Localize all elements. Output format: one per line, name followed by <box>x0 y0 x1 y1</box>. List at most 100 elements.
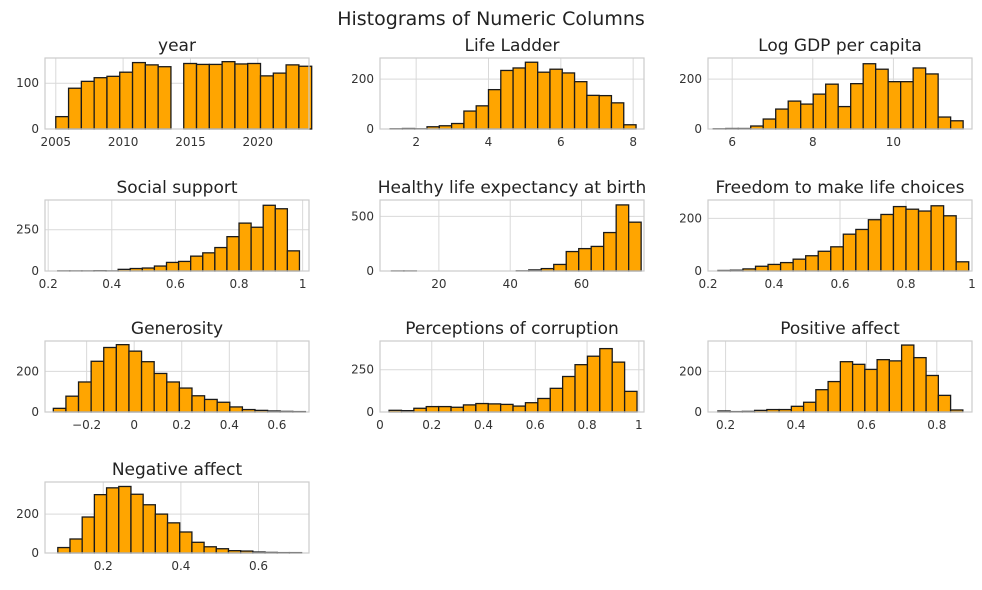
histogram-bar <box>450 406 465 413</box>
x-tick-label: 0.8 <box>896 277 915 291</box>
histogram-bar <box>128 350 143 413</box>
histogram-panel: Negative affect 0.2 0.4 0.6 0 200 <box>16 460 310 573</box>
y-tick-label: 0 <box>694 122 702 136</box>
y-tick-label: 0 <box>694 264 702 278</box>
histogram-bar <box>195 63 210 130</box>
histogram-bar <box>69 538 83 554</box>
histogram-bar <box>118 485 132 554</box>
x-tick-label: 0.2 <box>94 559 113 573</box>
histogram-bar <box>887 81 902 130</box>
panel-title: Social support <box>116 178 237 198</box>
histogram-bar <box>142 504 156 554</box>
histogram-bar <box>475 402 489 413</box>
histogram-bar <box>153 265 168 272</box>
histogram-bar <box>925 374 939 413</box>
y-tick-label: 0 <box>31 546 39 560</box>
axes-frame <box>44 199 310 272</box>
histogram-panel: Generosity −0.2 0 0.2 0.4 0.6 0 200 <box>16 319 310 432</box>
histogram-bar <box>524 61 539 130</box>
histogram-bar <box>93 77 108 130</box>
histogram-panel: Freedom to make life choices 0.2 0.4 0.6 0.8… <box>679 178 976 291</box>
histogram-bar <box>815 389 829 413</box>
histogram-bar <box>800 103 814 130</box>
x-tick-label: 1 <box>635 418 643 432</box>
histogram-bar <box>827 380 842 413</box>
x-tick-label: 2020 <box>243 135 274 149</box>
histogram-bar <box>103 346 118 413</box>
x-tick-label: 6 <box>728 135 736 149</box>
histogram-bar <box>202 252 216 272</box>
histogram-bar <box>802 401 817 413</box>
histogram-bar <box>524 402 539 413</box>
histogram-bar <box>178 387 193 413</box>
histogram-bar <box>208 63 223 130</box>
panel-title: Negative affect <box>112 460 243 480</box>
histogram-bar <box>499 403 514 413</box>
y-tick-label: 200 <box>679 211 702 225</box>
histogram-bar <box>90 360 105 413</box>
histogram-bar <box>229 406 244 413</box>
x-tick-label: 0 <box>130 418 138 432</box>
histogram-bar <box>203 398 218 413</box>
x-tick-label: 0.6 <box>857 418 876 432</box>
histogram-bar <box>817 250 832 272</box>
histogram-panel: Log GDP per capita 6 8 10 0 200 <box>679 36 973 149</box>
histogram-bar <box>537 71 551 130</box>
histogram-bar <box>876 359 891 413</box>
histogram-bar <box>762 118 777 130</box>
histogram-bar <box>892 205 907 272</box>
histogram-bar <box>234 63 249 130</box>
histogram-bar <box>930 205 945 272</box>
histogram-bar <box>238 222 252 272</box>
histogram-bar <box>247 62 262 130</box>
y-tick-label: 500 <box>351 209 374 223</box>
histogram-bar <box>153 372 168 413</box>
histogram-bar <box>214 246 228 272</box>
histogram-bar <box>611 361 626 413</box>
x-tick-label: 0.4 <box>764 277 783 291</box>
histogram-bar <box>106 75 121 130</box>
histogram-bar <box>855 228 870 272</box>
y-tick-label: 250 <box>351 363 374 377</box>
histogram-bar <box>623 390 638 413</box>
histogram-bar <box>259 75 274 130</box>
axes-frame <box>379 340 645 413</box>
x-tick-label: 0.4 <box>474 418 493 432</box>
histogram-bar <box>792 258 807 272</box>
histogram-bar <box>221 61 236 130</box>
y-tick-label: 0 <box>31 264 39 278</box>
histogram-bar <box>154 513 169 554</box>
histogram-bar <box>850 83 864 130</box>
x-tick-label: 4 <box>485 135 493 149</box>
histogram-bar <box>512 67 527 130</box>
histogram-bar <box>286 250 301 272</box>
histogram-bar <box>272 72 287 130</box>
histogram-bar <box>578 247 592 272</box>
panel-title: Life Ladder <box>465 36 560 56</box>
histogram-panel: year 2005 2010 2015 2020 0 100 <box>16 36 313 149</box>
histogram-bar <box>955 261 970 272</box>
panel-title: year <box>158 36 196 56</box>
histogram-bar <box>487 403 502 413</box>
panel-title: Log GDP per capita <box>758 36 922 56</box>
histogram-bar <box>598 94 613 130</box>
x-tick-label: 0.8 <box>229 277 248 291</box>
histogram-bar <box>144 64 159 130</box>
histogram-bar <box>937 116 952 130</box>
x-tick-label: 2015 <box>175 135 206 149</box>
histogram-bar <box>754 265 769 272</box>
histogram-bar <box>942 215 957 272</box>
histogram-bar <box>463 110 477 130</box>
histogram-bar <box>615 204 630 272</box>
x-tick-label: 8 <box>629 135 637 149</box>
x-tick-label: 0.2 <box>698 277 717 291</box>
histogram-panel: Positive affect 0.2 0.4 0.6 0.8 0 200 <box>679 319 973 432</box>
histogram-bar <box>912 67 927 130</box>
histogram-panel: Social support 0.2 0.4 0.6 0.8 1 0 250 <box>16 178 310 291</box>
histogram-bar <box>191 395 206 413</box>
histogram-bar <box>851 363 866 413</box>
axes-frame <box>707 57 973 130</box>
x-tick-label: 2010 <box>108 135 139 149</box>
y-tick-label: 200 <box>16 364 39 378</box>
